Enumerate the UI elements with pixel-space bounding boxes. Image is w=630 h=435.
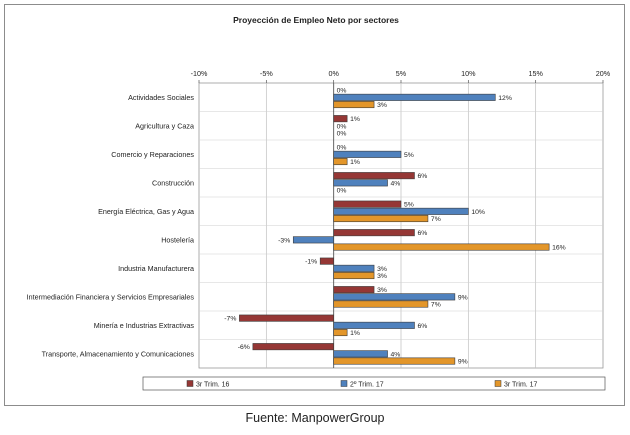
data-label: 5% [404,152,414,159]
x-tick-label: 0% [328,69,339,78]
data-label: 0% [337,88,347,95]
x-axis-ticks: -10% -5% 0% 5% 10% 15% 20% [191,69,611,83]
category-label: Comercio y Reparaciones [111,150,194,159]
category-label: Intermediación Financiera y Servicios Em… [27,292,195,301]
chart-title: Proyección de Empleo Neto por sectores [233,15,399,25]
bar [333,357,456,365]
legend-label: 3r Trim. 16 [196,381,230,388]
bar [333,350,388,358]
data-label: 9% [458,358,468,365]
data-label: 3% [377,273,387,280]
category-label: Construcción [152,178,194,187]
data-label: 0% [337,145,347,152]
data-label: 0% [337,130,347,137]
data-label: -3% [278,237,290,244]
x-tick-label: 5% [396,69,407,78]
data-label: 5% [404,202,414,209]
bar [333,229,415,237]
data-label: 0% [337,187,347,194]
bars [239,93,550,365]
data-label: 10% [471,209,485,216]
data-label: 12% [498,95,512,102]
data-label: 1% [350,159,360,166]
data-label: 3% [377,102,387,109]
bar [333,179,388,187]
bar [333,150,402,158]
data-label: 1% [350,116,360,123]
data-label: 4% [391,351,401,358]
data-label: 9% [458,294,468,301]
data-label: -7% [224,316,236,323]
bar [333,293,456,301]
category-label: Energía Eléctrica, Gas y Agua [98,207,194,216]
legend: 3r Trim. 16 2º Trim. 17 3r Trim. 17 [142,376,606,391]
x-tick-label: -5% [260,69,273,78]
bar [333,264,375,272]
legend-label: 3r Trim. 17 [504,381,538,388]
bar [333,272,375,280]
data-label: 7% [431,301,441,308]
data-label: 6% [417,230,427,237]
bar [333,115,348,123]
legend-swatch [186,380,194,387]
bar [333,215,429,223]
data-labels: 0%1%0%6%5%6%-1%3%-7%-6%12%0%5%4%10%-3%3%… [224,88,565,366]
bar [333,243,550,251]
category-label: Actividades Sociales [128,93,194,102]
bar [333,172,415,180]
data-label: 0% [337,123,347,130]
category-labels: Actividades Sociales Agricultura y Caza Co… [27,93,195,359]
bar [333,158,348,166]
data-label: 7% [431,216,441,223]
bar [319,257,334,265]
bar [333,321,415,329]
data-label: -6% [238,344,250,351]
category-label: Industria Manufacturera [118,264,194,273]
category-label: Agricultura y Caza [135,121,194,130]
bar [333,300,429,308]
data-label: 3% [377,287,387,294]
category-label: Minería e Industrias Extractivas [94,321,195,330]
x-tick-label: 20% [596,69,611,78]
data-label: 4% [391,180,401,187]
data-label: 6% [417,173,427,180]
x-tick-label: 10% [461,69,476,78]
data-label: 16% [552,244,566,251]
legend-label: 2º Trim. 17 [350,381,384,388]
data-label: 6% [417,323,427,330]
bar [333,93,496,101]
x-tick-label: 15% [528,69,543,78]
bar [252,343,334,351]
bar [333,329,348,337]
legend-box [142,376,606,391]
category-label: Transporte, Almacenamiento y Comunicacio… [42,349,195,358]
category-label: Hostelería [161,235,194,244]
bar [292,236,334,244]
bar [333,286,375,294]
data-label: 1% [350,330,360,337]
source-caption: Fuente: ManpowerGroup [245,411,385,425]
legend-swatch [494,380,502,387]
bar [333,207,469,215]
data-label: 3% [377,266,387,273]
data-label: -1% [305,259,317,266]
legend-swatch [340,380,348,387]
x-tick-label: -10% [191,69,208,78]
bar [239,314,334,322]
bar [333,200,402,208]
chart-frame [4,4,625,406]
bar [333,101,375,109]
